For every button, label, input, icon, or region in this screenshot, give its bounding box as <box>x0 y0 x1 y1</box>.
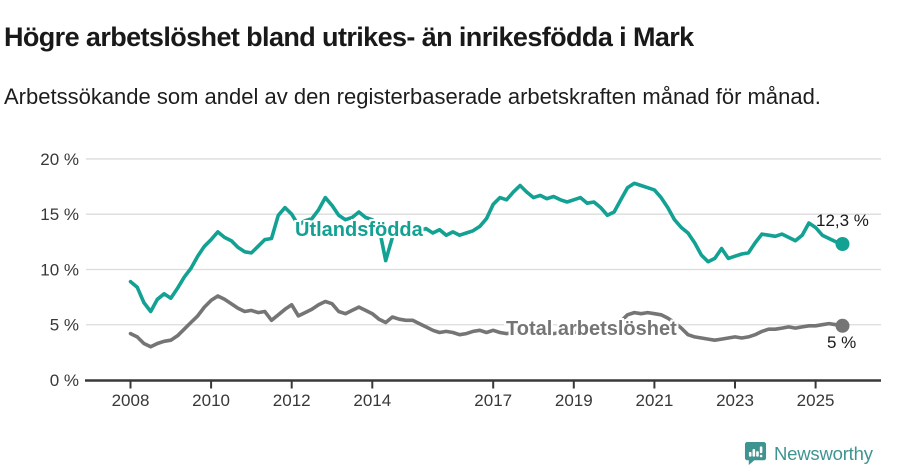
y-tick-label-10: 10 % <box>40 260 79 279</box>
series-end-dot-Utlandsfödda <box>835 237 850 251</box>
x-tick-label-2025: 2025 <box>797 391 835 410</box>
y-tick-label-15: 15 % <box>40 205 79 224</box>
series-line-Utlandsfödda <box>128 181 845 314</box>
x-tick-label-2012: 2012 <box>273 391 311 410</box>
x-tick-label-2019: 2019 <box>555 391 593 410</box>
x-tick-label-2014: 2014 <box>353 391 391 410</box>
newsworthy-logo-icon <box>744 441 767 466</box>
series-end-dot-Total arbetslöshet <box>835 318 850 333</box>
x-tick-label-2023: 2023 <box>716 391 754 410</box>
series-label-utlandsfodda: Utlandsfödda <box>295 219 423 241</box>
x-tick-label-2008: 2008 <box>112 391 150 410</box>
chart-subtitle: Arbetssökande som andel av den registerb… <box>4 84 821 109</box>
x-tick-label-2010: 2010 <box>192 391 230 410</box>
newsworthy-branding: Newsworthy <box>744 441 873 466</box>
y-tick-label-20: 20 % <box>40 150 79 169</box>
chart-title: Högre arbetslöshet bland utrikes- än inr… <box>4 22 694 53</box>
end-value-label-total: 5 % <box>827 333 857 352</box>
y-tick-label-0: 0 % <box>50 371 79 390</box>
y-tick-label-5: 5 % <box>50 316 79 335</box>
newsworthy-logo-text: Newsworthy <box>774 442 873 464</box>
end-value-label-utlandsfodda: 12,3 % <box>816 211 869 230</box>
series-label-total-arbetsloshet: Total arbetslöshet <box>506 318 677 340</box>
x-tick-label-2021: 2021 <box>635 391 673 410</box>
series-line-Total arbetslöshet <box>128 294 845 349</box>
x-tick-label-2017: 2017 <box>474 391 512 410</box>
